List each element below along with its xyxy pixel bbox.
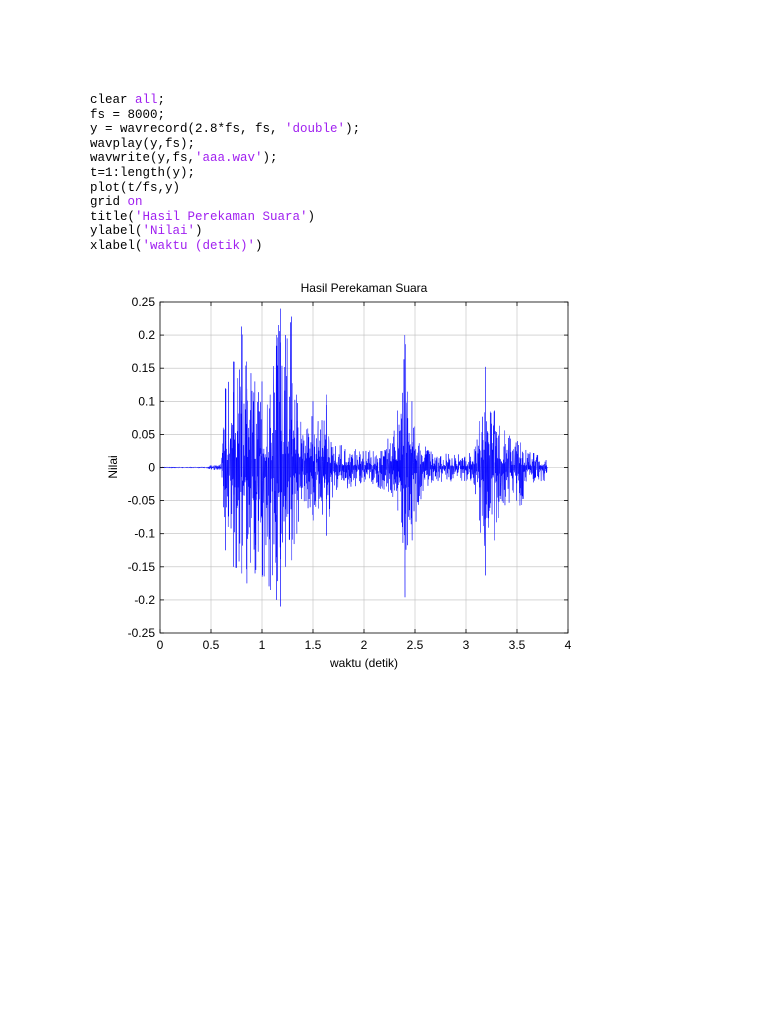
code-line: xlabel('waktu (detik)') (90, 239, 360, 254)
code-line: title('Hasil Perekaman Suara') (90, 210, 360, 225)
x-tick-label: 3 (463, 638, 470, 652)
code-string-literal: 'aaa.wav' (195, 151, 263, 166)
x-tick-labels: 0 0.5 1 1.5 2 2.5 3 3.5 4 (157, 638, 572, 652)
code-line: plot(t/fs,y) (90, 181, 360, 196)
y-tick-labels: 0.25 0.2 0.15 0.1 0.05 0 -0.05 -0.1 -0.15 -0.2 -0.… (128, 295, 156, 640)
y-tick-label: 0.1 (138, 394, 155, 408)
code-token: wavwrite(y,fs, (90, 151, 196, 166)
code-token: y = wavrecord(2.8*fs, fs, (90, 122, 286, 137)
y-tick-label: -0.25 (128, 626, 156, 640)
code-listing: clear all; fs = 8000; y = wavrecord(2.8*fs… (90, 93, 360, 254)
code-line: grid on (90, 195, 360, 210)
y-tick-label: 0 (148, 461, 155, 475)
x-tick-label: 1.5 (305, 638, 322, 652)
waveform-chart: 0 0.5 1 1.5 2 2.5 3 3.5 4 0.250.20.150.10.050-0.… (106, 281, 572, 670)
code-string-literal: 'double' (285, 122, 346, 137)
y-tick-label: -0.15 (128, 560, 156, 574)
code-string-literal: all (135, 93, 158, 107)
code-token: ); (345, 122, 361, 137)
code-string-literal: 'waktu (detik)' (142, 238, 256, 253)
x-tick-label: 2 (361, 638, 368, 652)
grid-layer (160, 302, 568, 633)
code-line: fs = 8000; (90, 108, 360, 123)
code-token: ); (262, 151, 278, 166)
code-string-literal: on (127, 195, 143, 210)
x-tick-label: 0 (157, 638, 164, 652)
chart-title: Hasil Perekaman Suara (301, 281, 428, 295)
code-token: t=1:length(y); (90, 165, 196, 180)
code-string-literal: 'Hasil Perekaman Suara' (135, 209, 308, 224)
y-tick-label: 0.2 (138, 328, 155, 342)
code-token: fs = 8000; (90, 107, 166, 122)
code-token: grid (90, 195, 128, 210)
tick-layer (159, 301, 569, 634)
x-axis-label: waktu (detik) (329, 656, 398, 670)
x-tick-label: 4 (565, 638, 572, 652)
figure: 0 0.5 1 1.5 2 2.5 3 3.5 4 0.25 0.2 0.15 0.1 0.05 0 -0.… (0, 270, 768, 680)
x-tick-label: 2.5 (407, 638, 424, 652)
x-tick-label: 3.5 (509, 638, 526, 652)
code-line: y = wavrecord(2.8*fs, fs, 'double'); (90, 122, 360, 137)
code-token: ) (195, 224, 203, 239)
code-line: clear all; (90, 93, 360, 108)
y-tick-label: -0.05 (128, 494, 156, 508)
code-line: ylabel('Nilai') (90, 224, 360, 239)
code-token: title( (90, 209, 136, 224)
code-token: wavplay(y,fs); (90, 136, 196, 151)
code-string-literal: 'Nilai' (142, 224, 196, 239)
y-axis-label: Nilai (106, 455, 120, 478)
x-tick-label: 0.5 (203, 638, 220, 652)
y-tick-label: 0.15 (132, 361, 156, 375)
waveform-line (159, 308, 548, 607)
code-token: xlabel( (90, 238, 143, 253)
y-tick-label: -0.1 (134, 527, 155, 541)
code-token: ; (157, 93, 166, 107)
code-token: plot(t/fs,y) (90, 180, 181, 195)
code-token: ) (307, 209, 316, 224)
code-line: t=1:length(y); (90, 166, 360, 181)
y-tick-label: 0.25 (132, 295, 156, 309)
code-line: wavplay(y,fs); (90, 137, 360, 152)
code-token: ylabel( (90, 224, 143, 239)
code-token: ) (255, 238, 263, 253)
x-tick-label: 1 (259, 638, 266, 652)
y-tick-label: 0.05 (132, 427, 156, 441)
code-line: wavwrite(y,fs,'aaa.wav'); (90, 151, 360, 166)
y-tick-label: -0.2 (134, 593, 155, 607)
code-token: clear (90, 93, 136, 107)
